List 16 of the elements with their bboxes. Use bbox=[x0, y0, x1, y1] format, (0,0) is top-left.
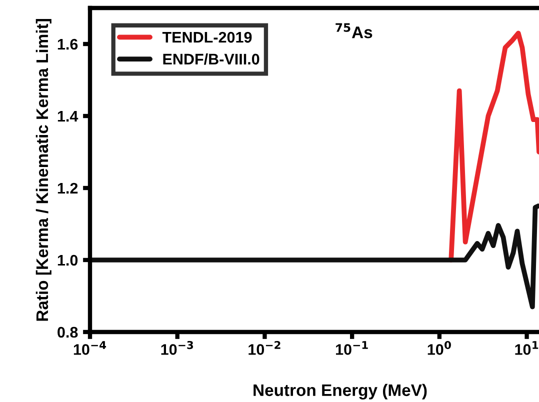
legend-label: ENDF/B-VIII.0 bbox=[163, 53, 260, 65]
x-tick-label: 10$^{−4}$ bbox=[74, 341, 106, 355]
x-tick-label: 10$^{−1}$ bbox=[336, 341, 368, 355]
y-tick-label: 1.0 bbox=[58, 254, 78, 266]
x-axis-title: Neutron Energy (MeV) bbox=[254, 384, 427, 400]
x-tick-label: 10$^{1}$ bbox=[515, 341, 538, 355]
y-tick-label: 1.4 bbox=[58, 111, 78, 122]
legend-label: TENDL-2019 bbox=[162, 32, 252, 43]
y-tick-label: 1.2 bbox=[58, 182, 78, 194]
y-axis-title: Ratio [Kerma / Kinematic Kerma Limit] bbox=[36, 19, 52, 321]
x-tick-label: 10$^{0}$ bbox=[428, 340, 451, 355]
x-tick-label: 10$^{−2}$ bbox=[248, 340, 280, 355]
y-tick-label: 0.8 bbox=[58, 326, 78, 338]
y-tick-label: 1.6 bbox=[58, 38, 78, 50]
x-tick-label: 10$^{−3}$ bbox=[161, 340, 194, 355]
annotation: $^{75}$As bbox=[336, 23, 372, 38]
